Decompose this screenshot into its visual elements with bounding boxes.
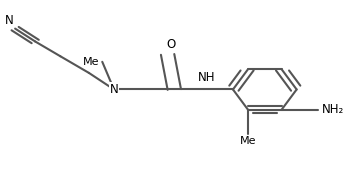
Text: Me: Me bbox=[240, 136, 256, 146]
Text: N: N bbox=[5, 14, 13, 27]
Text: NH₂: NH₂ bbox=[322, 103, 344, 116]
Text: O: O bbox=[166, 38, 176, 51]
Text: NH: NH bbox=[197, 71, 215, 84]
Text: Me: Me bbox=[82, 57, 99, 67]
Text: N: N bbox=[110, 83, 118, 96]
